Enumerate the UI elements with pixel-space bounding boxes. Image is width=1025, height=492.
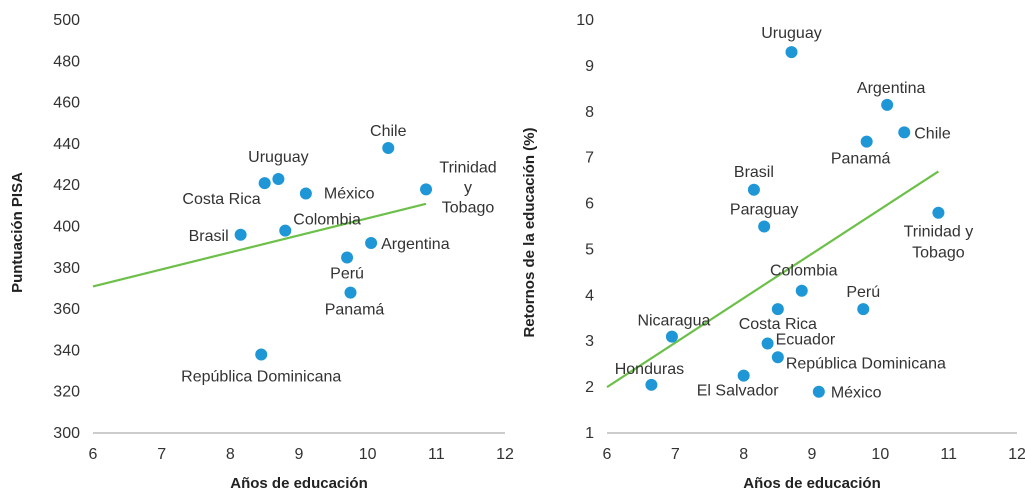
- data-point: [341, 251, 354, 264]
- data-point: [758, 220, 771, 233]
- x-tick-label: 11: [428, 446, 445, 463]
- point-label: Panamá: [325, 302, 385, 319]
- data-point: [898, 126, 911, 139]
- point-label: Honduras: [615, 361, 684, 378]
- y-tick-label: 1: [585, 425, 594, 442]
- data-point: [785, 46, 798, 59]
- y-tick-label: 6: [585, 196, 594, 213]
- x-tick-label: 12: [496, 446, 514, 463]
- x-tick-label: 11: [940, 446, 957, 463]
- data-point: [665, 330, 678, 343]
- x-tick-label: 8: [739, 446, 748, 463]
- data-point: [932, 206, 945, 219]
- x-tick-label: 6: [603, 446, 612, 463]
- point-label: Panamá: [831, 151, 891, 168]
- y-tick-label: 8: [585, 104, 594, 121]
- data-point: [255, 348, 268, 361]
- y-tick-label: 400: [53, 219, 80, 236]
- y-tick-label: 500: [53, 12, 80, 29]
- point-label: Ecuador: [776, 332, 836, 349]
- trendline: [92, 202, 427, 288]
- point-label: México: [831, 385, 882, 402]
- y-tick-label: 380: [53, 260, 80, 277]
- data-point: [761, 337, 774, 350]
- data-point: [420, 183, 433, 196]
- x-tick-label: 10: [359, 446, 377, 463]
- point-label: Colombia: [293, 212, 361, 229]
- point-label: Brasil: [734, 164, 774, 181]
- x-tick-label: 7: [671, 446, 680, 463]
- y-tick-label: 420: [53, 177, 80, 194]
- point-label: Perú: [330, 265, 364, 282]
- trendline: [606, 170, 940, 389]
- point-label: Argentina: [857, 80, 926, 97]
- point-label: Perú: [846, 284, 880, 301]
- data-point: [344, 286, 357, 299]
- data-point: [365, 237, 378, 250]
- y-tick-label: 480: [53, 53, 80, 70]
- point-label: Trinidad y Tobago: [904, 224, 974, 262]
- y-tick-label: 460: [53, 95, 80, 112]
- y-tick-label: 4: [585, 287, 594, 304]
- point-label: Trinidad y Tobago: [439, 159, 496, 216]
- x-tick-label: 10: [871, 446, 889, 463]
- point-label: Nicaragua: [637, 313, 710, 330]
- x-tick-label: 6: [89, 446, 98, 463]
- point-label: El Salvador: [697, 383, 779, 400]
- y-tick-label: 440: [53, 136, 80, 153]
- y-axis-title: Puntuación PISA: [9, 172, 26, 293]
- chart-panel-1: 300 320 340 360 380 400 420 440 460 480 500 6 7 8 9 10 1…: [9, 12, 514, 492]
- point-label: Costa Rica: [182, 191, 260, 208]
- data-point: [881, 98, 894, 111]
- y-tick-label: 5: [585, 241, 594, 258]
- y-tick-label: 360: [53, 301, 80, 318]
- y-tick-label: 9: [585, 58, 594, 75]
- point-label: México: [324, 185, 375, 202]
- point-label: Paraguay: [730, 202, 799, 219]
- point-label: Costa Rica: [739, 316, 817, 333]
- point-label: Chile: [914, 125, 951, 142]
- point-label: Uruguay: [248, 149, 308, 166]
- x-tick-label: 9: [808, 446, 817, 463]
- x-axis-title: Años de educación: [230, 475, 368, 492]
- y-tick-label: 7: [585, 150, 594, 167]
- point-label: Chile: [370, 123, 407, 140]
- y-tick-label: 340: [53, 342, 80, 359]
- data-point: [795, 284, 808, 297]
- y-tick-label: 3: [585, 333, 594, 350]
- data-point: [272, 173, 285, 186]
- x-tick-label: 12: [1008, 446, 1025, 463]
- x-axis-title: Años de educación: [743, 475, 881, 492]
- data-point: [737, 369, 750, 382]
- data-point: [279, 224, 292, 237]
- point-label: República Dominicana: [181, 369, 341, 386]
- data-point: [299, 187, 312, 200]
- data-point: [860, 135, 873, 148]
- data-point: [857, 303, 870, 316]
- point-label: República Dominicana: [786, 355, 946, 372]
- data-point: [771, 303, 784, 316]
- y-tick-label: 320: [53, 384, 80, 401]
- x-tick-label: 7: [157, 446, 166, 463]
- data-point: [747, 183, 760, 196]
- y-tick-label: 10: [576, 12, 594, 29]
- point-label: Uruguay: [761, 25, 821, 42]
- data-point: [645, 378, 658, 391]
- point-label: Colombia: [770, 263, 838, 280]
- y-axis-title: Retornos de la educación (%): [521, 127, 538, 337]
- data-point: [771, 351, 784, 364]
- x-tick-label: 8: [226, 446, 235, 463]
- data-point: [234, 228, 247, 241]
- point-label: Argentina: [381, 236, 450, 253]
- data-point: [812, 385, 825, 398]
- point-label: Brasil: [189, 228, 229, 245]
- data-point: [258, 177, 271, 190]
- x-tick-label: 9: [295, 446, 304, 463]
- y-tick-label: 300: [53, 425, 80, 442]
- data-point: [382, 142, 395, 155]
- y-tick-label: 2: [585, 379, 594, 396]
